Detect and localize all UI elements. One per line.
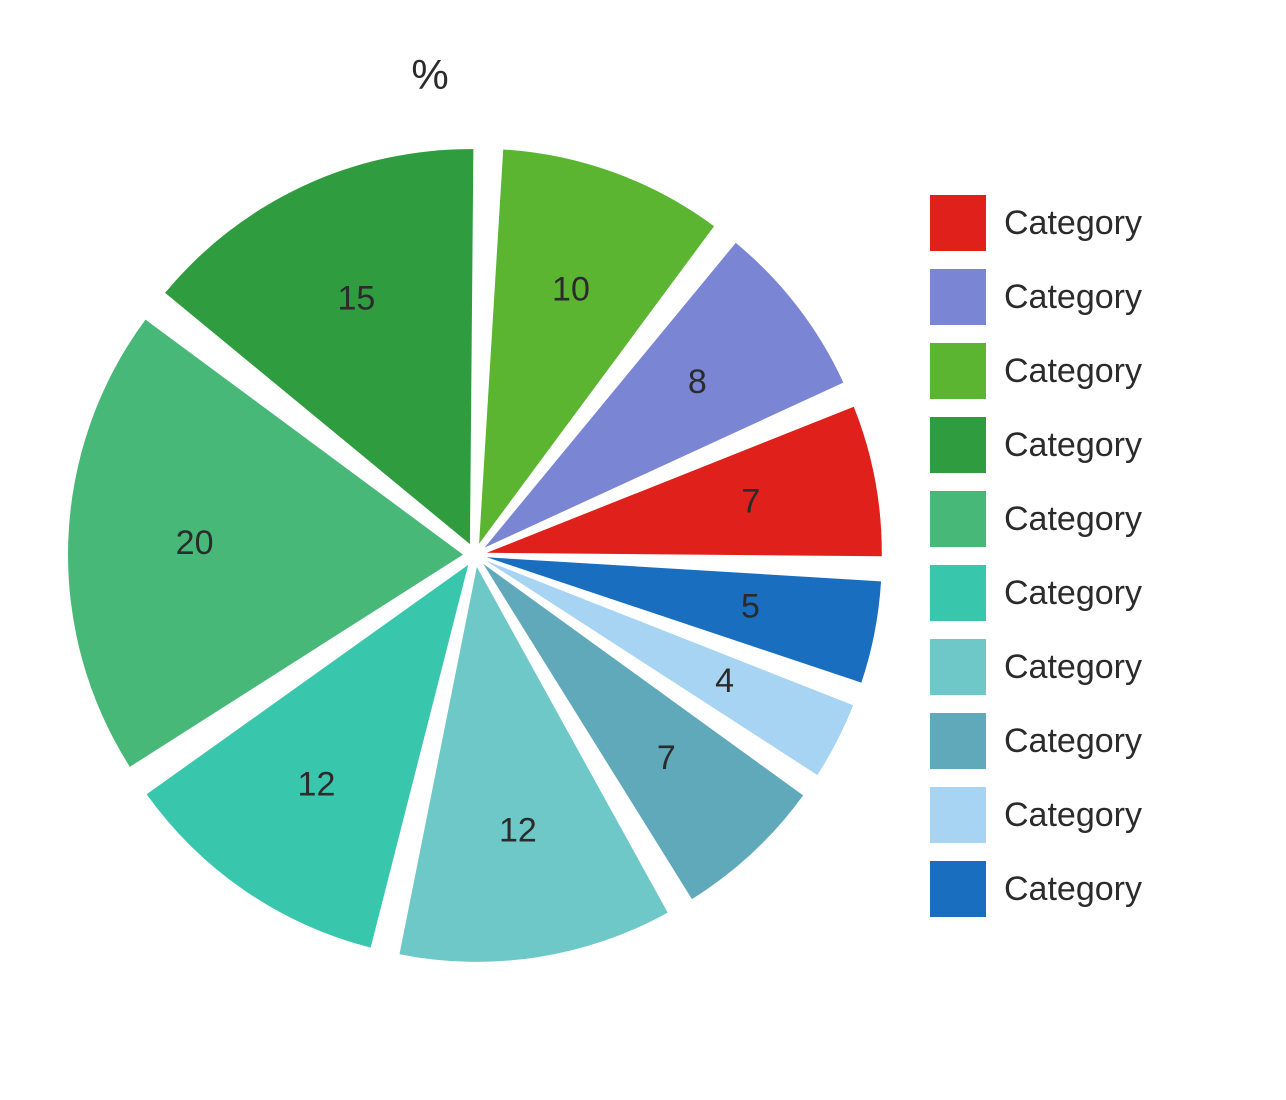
legend-label: Category [1004, 648, 1142, 687]
legend-item: Category [930, 639, 1142, 695]
legend-swatch [930, 343, 986, 399]
legend-label: Category [1004, 204, 1142, 243]
legend-item: Category [930, 713, 1142, 769]
legend-item: Category [930, 343, 1142, 399]
chart-title: % [411, 51, 448, 99]
slice-label: 12 [499, 811, 537, 849]
slice-label: 8 [688, 363, 707, 401]
legend-label: Category [1004, 278, 1142, 317]
legend-swatch [930, 787, 986, 843]
slice-label: 4 [715, 662, 734, 700]
legend-item: Category [930, 787, 1142, 843]
legend-item: Category [930, 491, 1142, 547]
legend-label: Category [1004, 426, 1142, 465]
slice-label: 7 [741, 482, 760, 520]
slice-label: 20 [176, 524, 214, 562]
legend-item: Category [930, 565, 1142, 621]
legend-label: Category [1004, 870, 1142, 909]
legend-item: Category [930, 861, 1142, 917]
legend-swatch [930, 417, 986, 473]
chart-stage: 108754712122015 % CategoryCategoryCatego… [0, 0, 1286, 1100]
legend-label: Category [1004, 722, 1142, 761]
slice-label: 12 [298, 766, 336, 804]
legend-item: Category [930, 195, 1142, 251]
legend-swatch [930, 713, 986, 769]
legend-swatch [930, 195, 986, 251]
legend-swatch [930, 269, 986, 325]
slice-label: 5 [741, 588, 760, 626]
legend-label: Category [1004, 796, 1142, 835]
legend-label: Category [1004, 500, 1142, 539]
slice-label: 10 [552, 270, 590, 308]
legend-swatch [930, 639, 986, 695]
legend-item: Category [930, 417, 1142, 473]
legend-swatch [930, 491, 986, 547]
slice-label: 7 [657, 739, 676, 777]
legend-label: Category [1004, 574, 1142, 613]
legend-swatch [930, 861, 986, 917]
legend-label: Category [1004, 352, 1142, 391]
legend-swatch [930, 565, 986, 621]
legend: Category Category Category Category Category… [930, 195, 1142, 935]
legend-item: Category [930, 269, 1142, 325]
slice-label: 15 [337, 280, 375, 318]
